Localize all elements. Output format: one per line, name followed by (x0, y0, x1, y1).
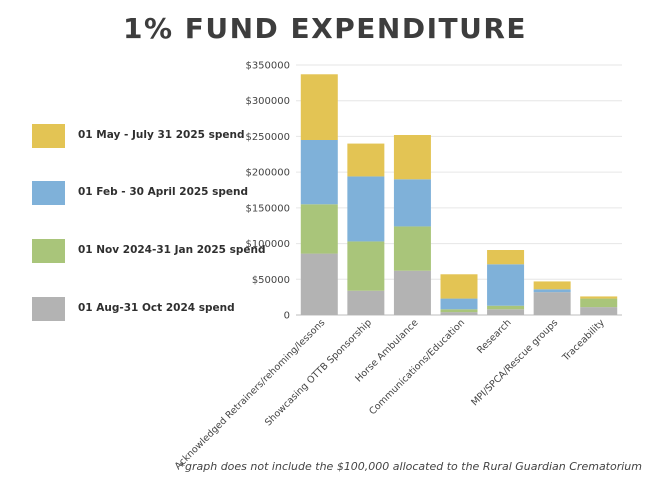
legend-item-may-jul-2025: 01 May - July 31 2025 spend (32, 124, 262, 148)
legend-swatch (32, 181, 65, 205)
y-tick-label: $150000 (245, 203, 290, 214)
bar-segment (393, 179, 431, 227)
bar-segment (487, 309, 525, 315)
bar-segment (440, 309, 478, 313)
x-tick-label: MPI/SPCA/Rescue groups (469, 317, 560, 408)
bar-segment (487, 305, 525, 310)
legend-label: 01 Aug-31 Oct 2024 spend (78, 302, 235, 314)
bar-segment (347, 241, 385, 291)
bar-segment (300, 74, 338, 140)
bar-segment (300, 253, 338, 315)
legend-item-nov-2024-jan-2025: 01 Nov 2024-31 Jan 2025 spend (32, 239, 266, 263)
bar-segment (347, 290, 385, 315)
bar-segment (533, 292, 571, 315)
legend-swatch (32, 239, 65, 263)
bar-segment (393, 270, 431, 315)
legend-label: 01 Nov 2024-31 Jan 2025 spend (78, 244, 266, 256)
chart-title: 1% FUND EXPENDITURE (122, 12, 528, 45)
y-tick-label: $100000 (245, 239, 290, 250)
bar-segment (440, 312, 478, 315)
legend-swatch (32, 297, 65, 321)
bar-segment (300, 140, 338, 205)
bar-segment (580, 296, 618, 299)
bar-segment (533, 281, 571, 290)
y-tick-label: 0 (284, 311, 290, 322)
x-tick-label: Traceability (560, 317, 607, 364)
legend-swatch (32, 124, 65, 148)
bar-segment (580, 307, 618, 315)
bar-segment (347, 176, 385, 242)
legend-item-aug-oct-2024: 01 Aug-31 Oct 2024 spend (32, 297, 262, 321)
x-tick-label: Communications/Education (367, 317, 467, 417)
bar-segment (487, 250, 525, 265)
x-tick-label: Research (475, 317, 514, 356)
bar-segment (393, 226, 431, 271)
bar-segment (393, 135, 431, 180)
bar-segment (580, 298, 618, 308)
legend-item-feb-apr-2025: 01 Feb - 30 April 2025 spend (32, 181, 262, 205)
y-tick-label: $300000 (245, 96, 290, 107)
y-tick-label: $200000 (245, 168, 290, 179)
bar-segment (347, 143, 385, 177)
bar-segment (440, 274, 478, 299)
bar-segment (440, 298, 478, 310)
footnote: *graph does not include the $100,000 all… (179, 460, 643, 473)
bar-segment (300, 204, 338, 254)
legend-label: 01 May - July 31 2025 spend (78, 129, 245, 141)
y-tick-label: $250000 (245, 132, 290, 143)
y-tick-label: $50000 (252, 275, 290, 286)
bar-segment (487, 264, 525, 306)
bar-segment (533, 289, 571, 293)
y-tick-label: $350000 (245, 61, 290, 72)
legend-label: 01 Feb - 30 April 2025 spend (78, 186, 249, 198)
